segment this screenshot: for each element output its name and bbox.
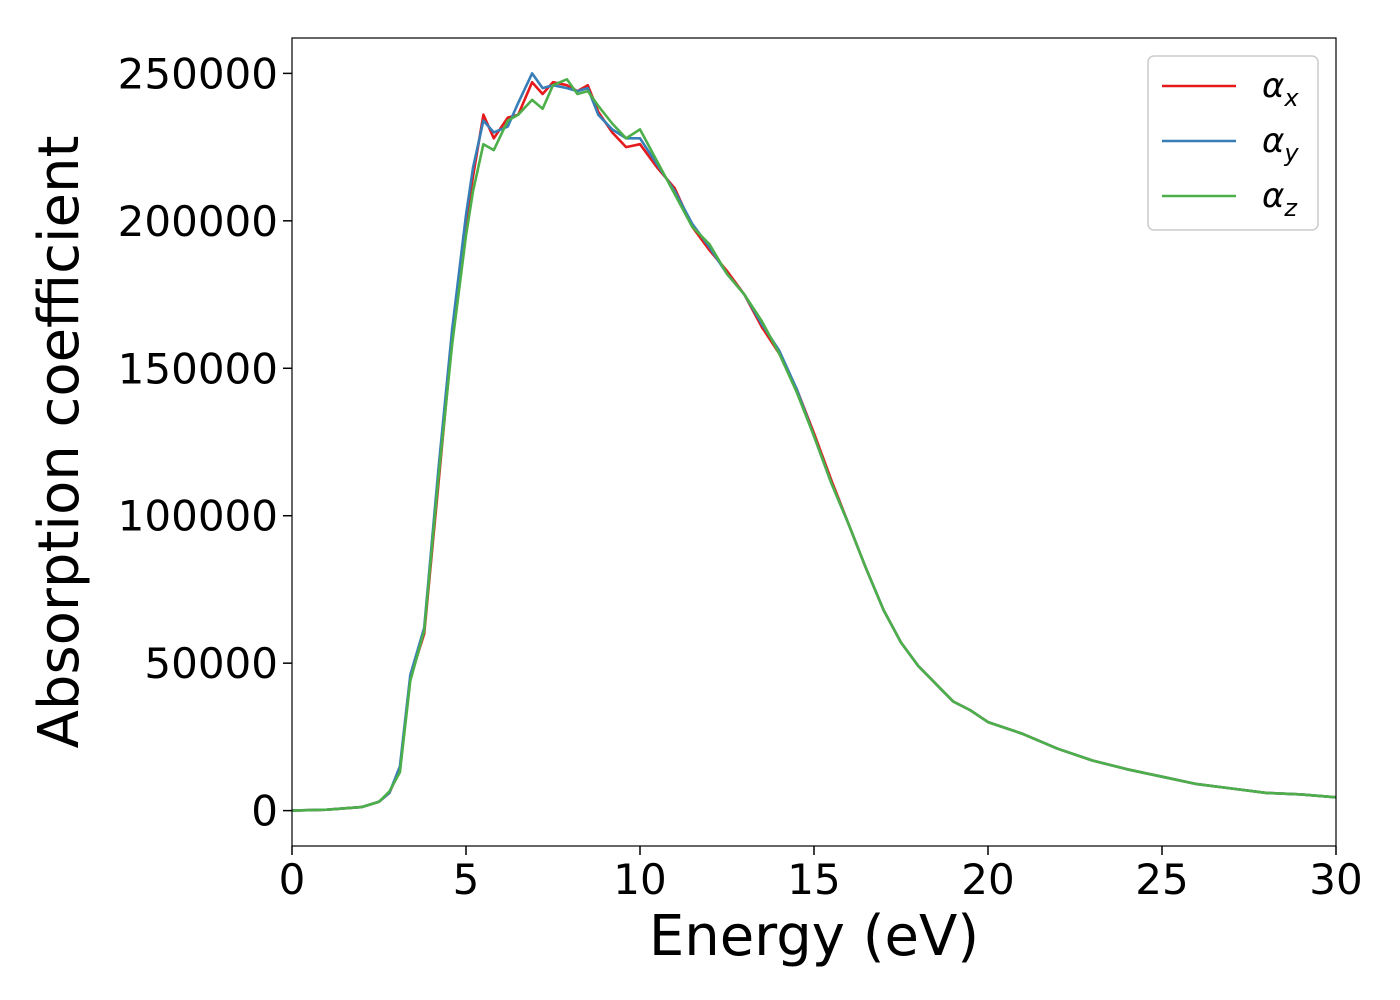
legend-subscript: x [1283,84,1299,112]
x-tick-label: 25 [1135,855,1188,904]
y-tick-label: 0 [251,787,278,836]
legend-subscript: z [1283,194,1298,222]
legend-box [1147,55,1319,231]
legend-symbol: α [1262,66,1284,106]
legend-subscript: y [1283,139,1299,167]
legend-label-x: αx [1262,66,1299,112]
x-tick-label: 15 [787,855,840,904]
legend-symbol: α [1262,176,1284,216]
y-axis: 0 50000 100000 150000 200000 250000 [118,49,292,836]
y-tick-label: 50000 [144,639,278,688]
series-line-z [291,78,1337,812]
y-tick-label: 250000 [118,49,278,98]
y-tick-label: 100000 [118,492,278,541]
legend-symbol: α [1262,121,1284,161]
x-tick-label: 5 [453,855,480,904]
series-layer [291,72,1337,812]
x-axis: 0 5 10 15 20 25 30 [279,846,1363,904]
x-tick-label: 0 [279,855,306,904]
y-tick-label: 200000 [118,197,278,246]
x-tick-label: 10 [613,855,666,904]
legend-label-y: αy [1262,121,1299,167]
y-axis-label: Absorption coefficient [27,136,92,749]
x-tick-label: 30 [1309,855,1362,904]
legend-label-z: αz [1262,176,1298,222]
x-tick-label: 20 [961,855,1014,904]
y-tick-label: 150000 [118,344,278,393]
x-axis-label: Energy (eV) [649,904,979,969]
